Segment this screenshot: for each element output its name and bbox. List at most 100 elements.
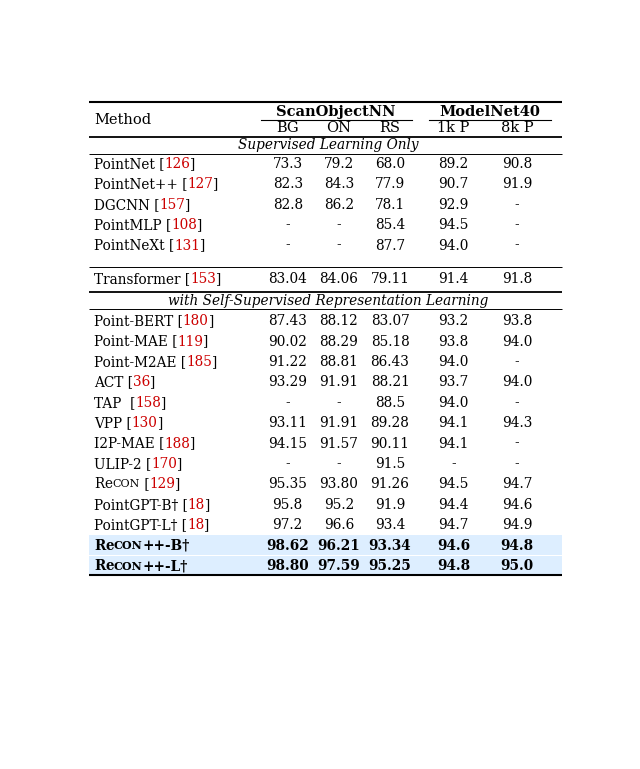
Text: RS: RS (380, 122, 401, 135)
Text: 79.2: 79.2 (324, 157, 354, 171)
Text: PointGPT-L† [: PointGPT-L† [ (94, 518, 187, 532)
Text: 95.8: 95.8 (273, 498, 303, 512)
Text: ACT [: ACT [ (94, 375, 133, 389)
Text: 95.25: 95.25 (369, 559, 412, 573)
Text: 158: 158 (135, 396, 161, 410)
Text: -: - (515, 218, 520, 232)
Text: 83.07: 83.07 (371, 315, 410, 328)
Text: 93.34: 93.34 (369, 538, 412, 553)
Text: 94.3: 94.3 (502, 416, 532, 430)
Text: -: - (515, 457, 520, 471)
Text: -: - (285, 457, 290, 471)
Text: 94.0: 94.0 (502, 335, 532, 348)
Text: -: - (515, 198, 520, 211)
Text: 92.9: 92.9 (438, 198, 468, 211)
Text: PointGPT-B† [: PointGPT-B† [ (94, 498, 188, 512)
Text: e: e (105, 559, 114, 573)
Text: 88.21: 88.21 (371, 375, 410, 389)
Text: 18: 18 (187, 518, 204, 532)
Text: 153: 153 (190, 272, 216, 286)
Text: DGCNN [: DGCNN [ (94, 198, 159, 211)
Text: 94.4: 94.4 (438, 498, 468, 512)
Text: 94.15: 94.15 (268, 437, 307, 451)
Text: e: e (105, 538, 114, 553)
Text: ULIP-2 [: ULIP-2 [ (94, 457, 151, 471)
Text: -: - (285, 218, 290, 232)
Text: 188: 188 (164, 437, 190, 451)
Text: TAP  [: TAP [ (94, 396, 135, 410)
Text: 82.3: 82.3 (273, 178, 303, 191)
Text: 91.4: 91.4 (438, 272, 468, 286)
Text: ]: ] (212, 355, 217, 369)
Text: 108: 108 (172, 218, 197, 232)
Text: Supervised Learning Only: Supervised Learning Only (237, 138, 419, 152)
Text: 126: 126 (164, 157, 190, 171)
Text: -: - (515, 437, 520, 451)
Text: 90.02: 90.02 (268, 335, 307, 348)
Text: 82.8: 82.8 (273, 198, 303, 211)
Text: 88.29: 88.29 (319, 335, 358, 348)
Text: ]: ] (213, 178, 219, 191)
Text: -: - (337, 218, 341, 232)
Text: 94.0: 94.0 (438, 238, 468, 252)
Text: 97.2: 97.2 (273, 518, 303, 532)
Text: 91.8: 91.8 (502, 272, 532, 286)
Text: 97.59: 97.59 (317, 559, 360, 573)
Text: Point-BERT [: Point-BERT [ (94, 315, 183, 328)
Text: 93.80: 93.80 (319, 478, 358, 491)
Text: 170: 170 (151, 457, 177, 471)
Text: 91.9: 91.9 (375, 498, 405, 512)
Text: 94.5: 94.5 (438, 478, 468, 491)
Text: 94.0: 94.0 (502, 375, 532, 389)
Text: 86.43: 86.43 (371, 355, 410, 369)
Text: -: - (285, 396, 290, 410)
Text: 93.8: 93.8 (502, 315, 532, 328)
Text: 88.5: 88.5 (375, 396, 405, 410)
Text: 91.57: 91.57 (319, 437, 358, 451)
Text: 94.1: 94.1 (438, 437, 468, 451)
Text: 90.7: 90.7 (438, 178, 468, 191)
Text: 84.06: 84.06 (319, 272, 358, 286)
Text: ON: ON (326, 122, 351, 135)
Text: 88.12: 88.12 (319, 315, 358, 328)
Text: 79.11: 79.11 (371, 272, 410, 286)
Text: 8k P: 8k P (500, 122, 533, 135)
Text: 78.1: 78.1 (375, 198, 405, 211)
Text: ]: ] (209, 315, 214, 328)
Text: ]: ] (186, 198, 191, 211)
Text: ]: ] (150, 375, 156, 389)
Text: 180: 180 (183, 315, 209, 328)
Text: 86.2: 86.2 (324, 198, 354, 211)
Text: -: - (515, 355, 520, 369)
Text: ScanObjectNN: ScanObjectNN (276, 105, 396, 119)
Text: 1k P: 1k P (437, 122, 470, 135)
Text: Point-MAE [: Point-MAE [ (94, 335, 177, 348)
Text: ++-B†: ++-B† (143, 538, 190, 553)
Text: 129: 129 (149, 478, 175, 491)
Text: 98.80: 98.80 (266, 559, 309, 573)
Text: R: R (94, 478, 104, 491)
Text: 18: 18 (188, 498, 205, 512)
Text: 91.5: 91.5 (375, 457, 405, 471)
Text: CON: CON (112, 479, 140, 489)
Text: 95.2: 95.2 (324, 498, 354, 512)
Text: 84.3: 84.3 (324, 178, 354, 191)
Text: 96.21: 96.21 (317, 538, 360, 553)
Text: VPP [: VPP [ (94, 416, 132, 430)
Text: 93.7: 93.7 (438, 375, 468, 389)
Text: 89.2: 89.2 (438, 157, 468, 171)
Text: 94.7: 94.7 (502, 478, 532, 491)
Text: 93.11: 93.11 (268, 416, 307, 430)
Text: 94.0: 94.0 (438, 396, 468, 410)
Text: ]: ] (190, 437, 195, 451)
Text: Point-M2AE [: Point-M2AE [ (94, 355, 186, 369)
Text: 91.26: 91.26 (371, 478, 410, 491)
Text: ]: ] (157, 416, 163, 430)
Bar (90, 535, 562, 555)
Text: 94.5: 94.5 (438, 218, 468, 232)
Text: 83.04: 83.04 (268, 272, 307, 286)
Text: 88.81: 88.81 (319, 355, 358, 369)
Text: 94.7: 94.7 (438, 518, 468, 532)
Text: R: R (94, 559, 105, 573)
Text: 94.1: 94.1 (438, 416, 468, 430)
